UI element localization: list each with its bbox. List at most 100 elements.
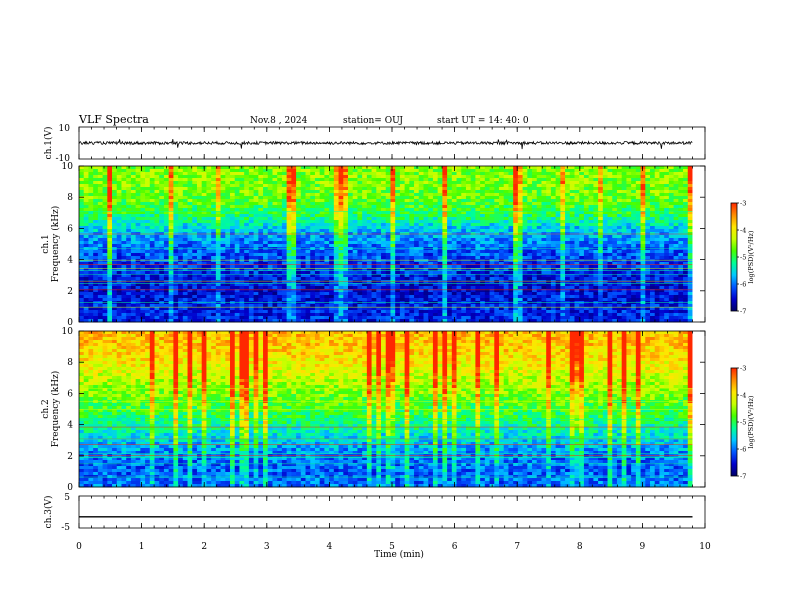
spectrogram-cell (244, 211, 250, 215)
spectrogram-cell (305, 184, 311, 188)
spectrogram-cell (347, 268, 354, 272)
spectrogram-cell (555, 181, 561, 185)
spectrogram-cell (343, 193, 349, 197)
spectrogram-cell (196, 256, 203, 260)
spectrogram-cell (673, 178, 679, 182)
spectrogram-cell (428, 202, 434, 206)
spectrogram-cell (234, 211, 240, 215)
spectrogram-cell (536, 187, 542, 191)
spectrogram-cell (371, 217, 377, 221)
spectrogram-cell (366, 211, 372, 215)
spectrogram-cell (206, 265, 212, 269)
spectrogram-cell (248, 232, 255, 236)
spectrogram-cell (654, 226, 660, 230)
spectrogram-cell (489, 190, 495, 194)
spectrogram-cell (593, 184, 599, 188)
spectrogram-cell (437, 232, 443, 236)
spectrogram-cell (182, 235, 188, 239)
spectrogram-cell (673, 244, 679, 248)
spectrogram-cell (437, 166, 443, 170)
spectrogram-cell (376, 190, 382, 194)
spectrogram-cell (88, 232, 94, 236)
spectrogram-cell (451, 193, 457, 197)
spectrogram-cell (414, 214, 420, 218)
spectrogram-cell (442, 199, 448, 203)
spectrogram-cell (381, 175, 387, 179)
spectrogram-cell (263, 205, 269, 209)
spectrogram-cell (494, 226, 500, 230)
spectrogram-cell (329, 262, 335, 266)
spectrogram-cell (310, 178, 316, 182)
spectrogram-cell (569, 232, 575, 236)
spectrogram-cell (404, 181, 410, 185)
spectrogram-cell (626, 199, 632, 203)
spectrogram-cell (239, 241, 245, 245)
spectrogram-cell (414, 196, 420, 200)
spectrogram-cell (522, 274, 528, 278)
spectrogram-cell (640, 232, 646, 236)
spectrogram-cell (579, 253, 585, 257)
spectrogram-cell (621, 241, 627, 245)
spectrogram-cell (465, 220, 472, 224)
spectrogram-cell (588, 187, 594, 191)
spectrogram-cell (456, 181, 462, 185)
spectrogram-cell (267, 232, 273, 236)
spectrogram-cell (258, 208, 264, 212)
spectrogram-cell (536, 265, 542, 269)
spectrogram-cell (678, 277, 684, 281)
spectrogram-cell (314, 205, 321, 209)
spectrogram-cell (621, 193, 627, 197)
spectrogram-cell (442, 235, 448, 239)
spectrogram-cell (395, 265, 401, 269)
spectrogram-cell (574, 259, 580, 263)
spectrogram-cell (418, 187, 424, 191)
spectrogram-cell (178, 187, 184, 191)
spectrogram-cell (583, 214, 590, 218)
spectrogram-cell (352, 217, 358, 221)
spectrogram-cell (456, 232, 462, 236)
spectrogram-cell (517, 238, 523, 242)
spectrogram-cell (107, 181, 113, 185)
spectrogram-cell (159, 274, 165, 278)
spectrogram-cell (560, 184, 566, 188)
spectrogram-cell (536, 166, 542, 170)
spectrogram-cell (305, 190, 311, 194)
spectrogram-cell (371, 172, 377, 176)
spectrogram-cell (272, 274, 278, 278)
spectrogram-cell (385, 262, 391, 266)
spectrogram-cell (201, 250, 207, 254)
spectrogram-cell (314, 256, 321, 260)
spectrogram-cell (560, 196, 566, 200)
spectrogram-cell (621, 274, 627, 278)
spectrogram-cell (607, 178, 613, 182)
spectrogram-cell (97, 220, 103, 224)
spectrogram-cell (621, 268, 627, 272)
spectrogram-cell (598, 277, 604, 281)
spectrogram-cell (130, 199, 137, 203)
spectrogram-cell (296, 202, 302, 206)
spectrogram-cell (314, 169, 321, 173)
spectrogram-cell (196, 205, 203, 209)
spectrogram-cell (593, 169, 599, 173)
spectrogram-cell (130, 190, 137, 194)
spectrogram-cell (480, 271, 486, 275)
spectrogram-cell (263, 250, 269, 254)
spectrogram-cell (607, 193, 613, 197)
spectrogram-cell (286, 196, 292, 200)
spectrogram-cell (300, 202, 306, 206)
spectrogram-cell (432, 187, 439, 191)
spectrogram-cell (385, 208, 391, 212)
spectrogram-cell (319, 190, 325, 194)
spectrogram-cell (121, 184, 127, 188)
spectrogram-cell (536, 250, 542, 254)
spectrogram-cell (484, 250, 490, 254)
spectrogram-cell (362, 241, 368, 245)
spectrogram-cell (88, 205, 94, 209)
spectrogram-cell (532, 187, 538, 191)
spectrogram-cell (489, 202, 495, 206)
spectrogram-cell (409, 214, 415, 218)
spectrogram-cell (522, 208, 528, 212)
spectrogram-cell (79, 232, 85, 236)
spectrogram-cell (300, 199, 306, 203)
spectrogram-cell (574, 205, 580, 209)
